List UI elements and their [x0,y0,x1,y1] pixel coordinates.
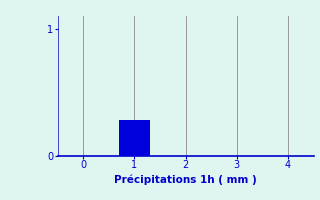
Bar [119,120,150,156]
X-axis label: Précipitations 1h ( mm ): Précipitations 1h ( mm ) [114,174,257,185]
